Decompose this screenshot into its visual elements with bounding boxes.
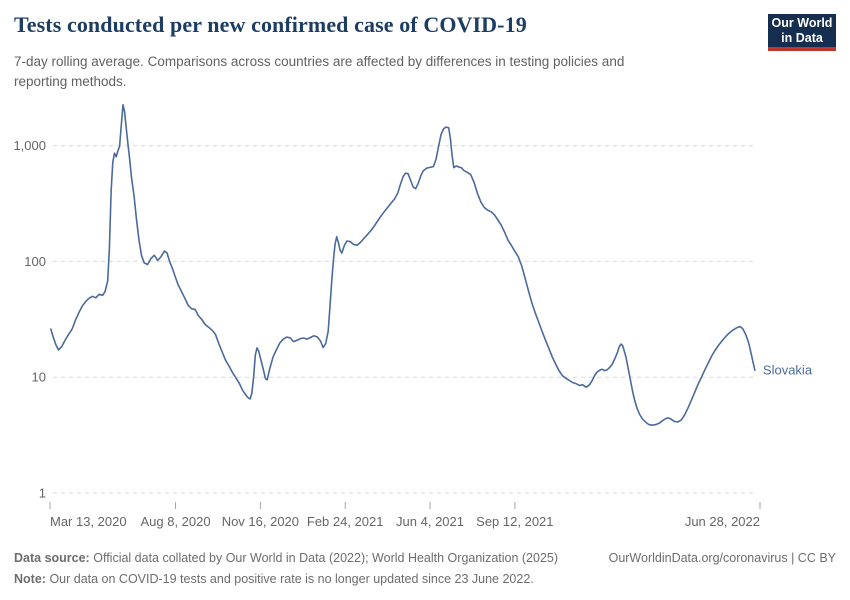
owid-logo-line2: in Data — [781, 30, 823, 45]
y-axis-tick-label: 10 — [32, 370, 46, 385]
x-axis-tick-label: Mar 13, 2020 — [50, 514, 127, 529]
note-text: Our data on COVID-19 tests and positive … — [49, 572, 534, 587]
x-axis-tick-label: Jun 4, 2021 — [396, 514, 464, 529]
owid-logo-line1: Our World — [771, 15, 833, 30]
x-axis-tick-label: Nov 16, 2020 — [222, 514, 299, 529]
page-title: Tests conducted per new confirmed case o… — [14, 12, 527, 37]
x-axis-tick-label: Sep 12, 2021 — [476, 514, 553, 529]
x-axis-tick-label: Feb 24, 2021 — [307, 514, 384, 529]
chart-subtitle: 7-day rolling average. Comparisons acros… — [14, 54, 625, 89]
y-axis-tick-label: 1,000 — [13, 138, 46, 153]
note-line: Note: Our data on COVID-19 tests and pos… — [14, 569, 836, 590]
y-axis-tick-label: 100 — [24, 254, 46, 269]
owid-link[interactable]: OurWorldinData.org/coronavirus | CC BY — [608, 551, 836, 565]
x-axis-tick-label: Aug 8, 2020 — [140, 514, 210, 529]
series-line-slovakia[interactable] — [50, 104, 756, 426]
data-source-line: Data source: Official data collated by O… — [14, 548, 558, 569]
series-end-label: Slovakia — [763, 363, 813, 378]
chart-footer: Data source: Official data collated by O… — [14, 548, 836, 591]
data-source-label: Data source: — [14, 551, 90, 565]
y-axis-tick-label: 1 — [39, 486, 46, 501]
x-axis-tick-label: Jun 28, 2022 — [685, 514, 760, 529]
data-source-text: Official data collated by Our World in D… — [93, 551, 559, 565]
note-label: Note: — [14, 572, 46, 587]
owid-logo[interactable]: Our World in Data — [768, 14, 836, 51]
